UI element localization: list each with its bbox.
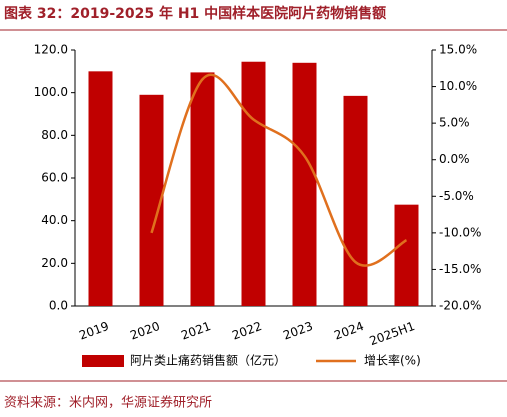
x-tick-label: 2022 [230,319,263,343]
y2-tick-label: -10.0% [439,225,481,239]
legend-label: 阿片类止痛药销售额（亿元） [130,353,286,368]
chart-title: 图表 32：2019-2025 年 H1 中国样本医院阿片药物销售额 [4,5,386,22]
y2-tick-label: -5.0% [439,189,474,203]
y2-tick-label: -20.0% [439,299,481,313]
y2-tick-label: -15.0% [439,262,481,276]
x-tick-label: 2020 [128,319,161,343]
x-tick-label: 2023 [281,319,314,343]
y2-tick-label: 5.0% [439,116,470,130]
bar [343,95,368,306]
x-tick-label: 2021 [179,319,212,343]
y-tick-label: 80.0 [41,128,68,142]
y2-tick-label: 10.0% [439,79,477,93]
y-tick-label: 40.0 [41,213,68,227]
bar [292,62,317,306]
x-tick-label: 2025H1 [368,319,417,348]
y-tick-label: 0.0 [49,299,68,313]
line [150,73,408,267]
source: 资料来源：米内网，华源证券研究所 [4,395,212,411]
x-tick-label: 2019 [77,319,110,343]
y2-tick-label: 15.0% [439,43,477,57]
bar [190,72,215,307]
y2-tick-label: 0.0% [439,152,470,166]
y-tick-label: 100.0 [34,85,68,99]
x-tick-label: 2024 [332,319,365,343]
legend-swatch [82,355,124,367]
bar [88,71,113,306]
bar [394,204,419,306]
bar [241,61,266,306]
legend-label: 增长率(%) [364,353,421,368]
y-tick-label: 20.0 [41,256,68,270]
y-tick-label: 120.0 [34,43,68,57]
y-tick-label: 60.0 [41,171,68,185]
